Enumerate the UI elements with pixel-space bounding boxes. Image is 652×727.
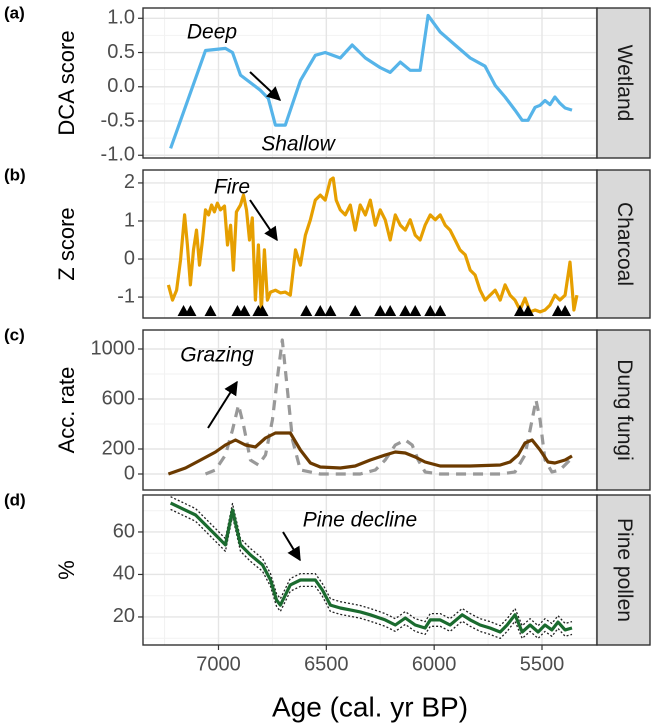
y-tick-label: 1.0 [107,7,135,29]
annotation: Shallow [261,133,336,156]
marker-triangle [204,305,217,316]
y-tick-label: 20 [113,605,135,627]
panel-label: (b) [4,165,26,184]
strip [596,329,651,491]
strip-label: Dung fungi [613,359,636,461]
y-tick-label: 2 [124,171,135,193]
data-line [204,338,574,476]
x-tick-label: 6000 [412,653,457,675]
annotation: Pine decline [303,509,417,532]
y-tick-label: -0.5 [101,109,135,131]
y-axis-label: % [54,560,79,580]
panel-background [143,170,597,318]
marker-triangle [514,305,527,316]
x-tick-label: 5500 [520,653,565,675]
y-tick-label: 600 [102,387,135,409]
y-tick-label: 0.0 [107,75,135,97]
data-line [169,13,573,149]
marker-triangle [256,305,269,316]
marker-triangle [184,305,197,316]
y-tick-label: -1 [117,285,135,307]
y-tick-label: 200 [102,437,135,459]
data-line [166,176,579,314]
strip-label: Pine pollen [613,518,636,622]
y-tick-label: 1000 [91,337,136,359]
y-axis-label: Z score [54,207,79,280]
y-tick-label: 0 [124,462,135,484]
y-tick-label: 1 [124,209,135,231]
marker-triangle [434,305,447,316]
strip [596,494,651,646]
data-line [167,431,573,476]
panel-label: (a) [4,3,25,22]
strip [596,169,651,319]
marker-triangle [409,305,422,316]
y-axis-label: DCA score [54,30,79,135]
data-line [169,501,573,634]
y-tick-label: 0.5 [107,41,135,63]
y-tick-label: 0 [124,247,135,269]
marker-triangle [384,305,397,316]
strip [596,7,651,159]
marker-triangle [521,305,534,316]
annotation-arrow [207,380,238,429]
annotation-arrow [282,531,301,562]
marker-triangle [324,305,337,316]
x-tick-label: 7000 [196,653,241,675]
marker-triangle [399,305,412,316]
panel-label: (d) [4,490,26,509]
panel-label: (c) [4,325,25,344]
data-line [170,508,573,640]
y-tick-label: 60 [113,520,135,542]
x-tick-label: 6500 [304,653,349,675]
x-axis-label: Age (cal. yr BP) [272,691,468,722]
marker-triangle [349,305,362,316]
marker-triangle [424,305,437,316]
annotation: Deep [187,21,237,44]
marker-triangle [314,305,327,316]
marker-triangle [238,305,251,316]
y-tick-label: 40 [113,563,135,585]
strip-label: Wetland [613,45,636,122]
y-tick-label: -1.0 [101,144,135,166]
strip-label: Charcoal [613,202,636,286]
marker-triangle [374,305,387,316]
y-axis-label: Acc. rate [54,367,79,454]
annotation: Grazing [180,344,254,367]
annotation-arrow [249,199,278,242]
annotation: Fire [214,176,250,199]
marker-triangle [559,305,572,316]
marker-triangle [300,305,313,316]
annotation-arrow [249,71,282,101]
